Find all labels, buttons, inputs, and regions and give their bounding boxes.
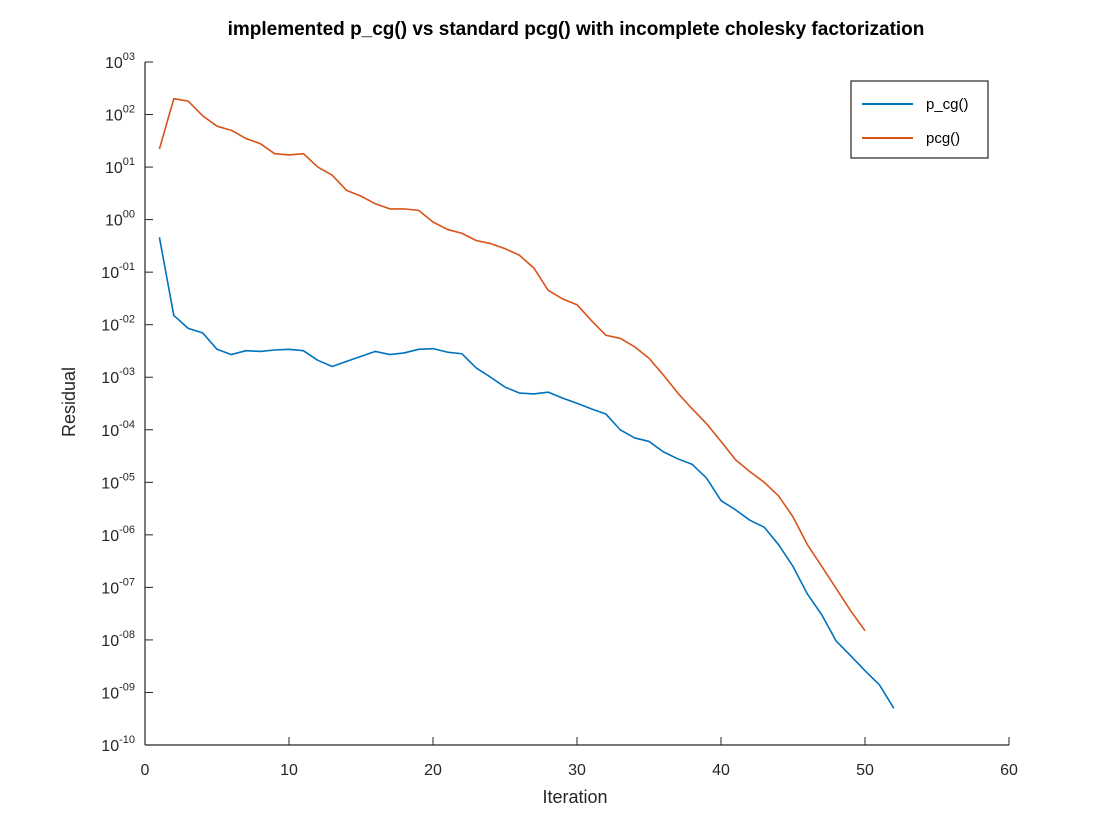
series-line-p-cg xyxy=(158,237,895,709)
x-tick-label: 10 xyxy=(280,762,298,779)
legend[interactable]: p_cg() pcg() xyxy=(850,80,989,159)
y-tick-label: 10-09 xyxy=(101,681,135,702)
x-axis-label: Iteration xyxy=(542,787,607,807)
y-tick-label: 1003 xyxy=(105,51,135,72)
ticks: 0 10 20 30 40 50 60 10-10 10-09 10-08 10-07 10-06 10… xyxy=(101,51,1018,779)
x-tick-label: 40 xyxy=(712,762,730,779)
legend-box xyxy=(850,80,989,159)
y-tick-label: 10-05 xyxy=(101,471,135,492)
legend-label-pcg: pcg() xyxy=(926,130,960,147)
y-axis-label: Residual xyxy=(59,367,79,437)
y-tick-label: 10-10 xyxy=(101,734,135,755)
x-tick-label: 30 xyxy=(568,762,586,779)
x-tick-label: 50 xyxy=(856,762,874,779)
series-line-pcg xyxy=(158,97,866,632)
y-tick-label: 10-02 xyxy=(101,314,135,335)
x-tick-label: 20 xyxy=(424,762,442,779)
chart-title: implemented p_cg() vs standard pcg() wit… xyxy=(228,19,925,40)
y-tick-label: 10-01 xyxy=(101,261,135,282)
y-tick-label: 1002 xyxy=(105,104,135,125)
x-tick-label: 60 xyxy=(1000,762,1018,779)
y-tick-label: 10-03 xyxy=(101,366,135,387)
legend-label-p-cg: p_cg() xyxy=(926,96,969,113)
y-tick-label: 1001 xyxy=(105,156,135,177)
y-tick-label: 1000 xyxy=(105,209,135,230)
y-tick-label: 10-06 xyxy=(101,524,135,545)
y-tick-label: 10-08 xyxy=(101,629,135,650)
y-tick-label: 10-07 xyxy=(101,576,135,597)
x-tick-label: 0 xyxy=(141,762,150,779)
y-tick-label: 10-04 xyxy=(101,419,135,440)
plot-series xyxy=(158,97,895,709)
